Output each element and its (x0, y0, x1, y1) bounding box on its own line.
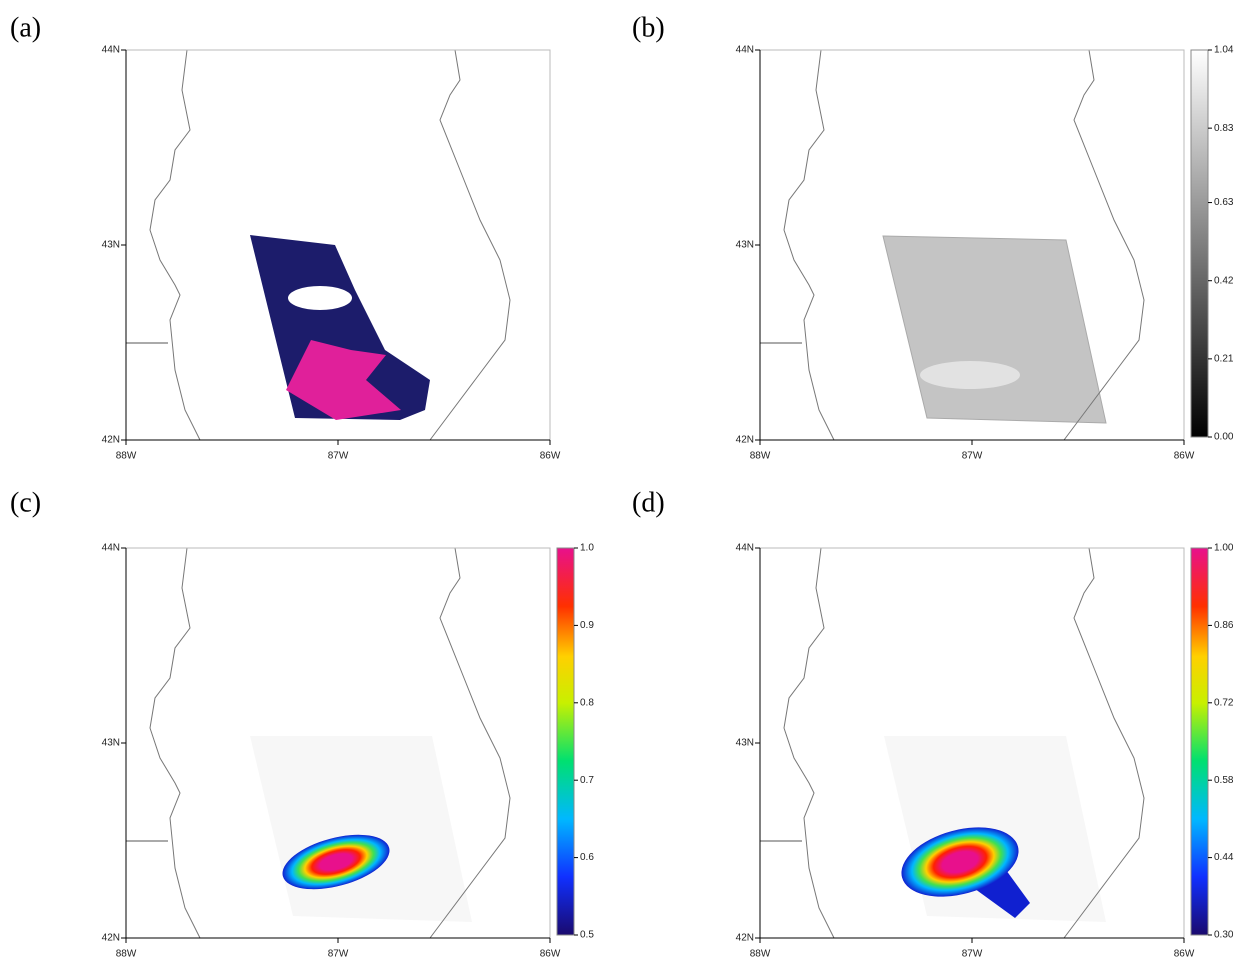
colorbar-tick-label: 0.58 (1214, 775, 1234, 786)
colorbar (1191, 548, 1208, 935)
map-panel: (a) 88W 87W 86W 42N 43N 44N (10, 12, 561, 461)
colorbar (1191, 50, 1208, 437)
coastline (784, 50, 834, 440)
x-tick-label: 87W (328, 949, 349, 960)
colorbar-tick-label: 0.86 (1214, 620, 1234, 631)
colorbar-tick-label: 0.5 (580, 930, 594, 941)
colorbar-tick-label: 0.21 (1214, 353, 1234, 364)
colorbar-tick-label: 1.00 (1214, 543, 1234, 554)
field (250, 736, 472, 922)
x-tick-label: 86W (540, 451, 561, 462)
x-tick-label: 87W (962, 949, 983, 960)
colorbar-tick-label: 0.6 (580, 852, 594, 863)
field-cloud (920, 361, 1020, 389)
colorbar-tick-label: 0.00 (1214, 432, 1234, 443)
x-tick-label: 88W (116, 451, 137, 462)
y-tick-label: 44N (736, 45, 754, 56)
x-tick-label: 86W (1174, 949, 1195, 960)
figure: (a) 88W 87W 86W 42N 43N 44N (b) 88W 87W 86W 42N 43N 4… (0, 0, 1243, 974)
colorbar-tick-label: 0.30 (1214, 930, 1234, 941)
y-tick-label: 43N (102, 738, 120, 749)
coastline (784, 548, 834, 938)
coastline (430, 50, 510, 440)
y-tick-label: 44N (102, 45, 120, 56)
colorbar-tick-label: 0.63 (1214, 197, 1234, 208)
x-tick-label: 86W (1174, 451, 1195, 462)
colorbar-tick-label: 1.0 (580, 543, 594, 554)
map-panel: (c) 88W 87W 86W 42N 43N 44N 0.5 0.6 0.7 0.8 0.9 1.0 (10, 487, 594, 959)
coastline (150, 548, 200, 938)
colorbar-tick-label: 1.04 (1214, 45, 1234, 56)
map-panel: (b) 88W 87W 86W 42N 43N 44N 0.00 0.21 0.42 0.63 0.8… (632, 12, 1234, 461)
panel-label: (a) (10, 12, 41, 43)
y-tick-label: 43N (102, 240, 120, 251)
colorbar (557, 548, 574, 935)
y-tick-label: 42N (102, 435, 120, 446)
y-tick-label: 42N (736, 435, 754, 446)
colorbar-tick-label: 0.8 (580, 697, 594, 708)
x-tick-label: 88W (116, 949, 137, 960)
colorbar-tick-label: 0.42 (1214, 275, 1234, 286)
coastline (150, 50, 200, 440)
colorbar-tick-label: 0.83 (1214, 123, 1234, 134)
y-tick-label: 44N (102, 543, 120, 554)
colorbar-tick-label: 0.7 (580, 775, 594, 786)
field (883, 236, 1106, 423)
y-tick-label: 42N (102, 933, 120, 944)
y-tick-label: 43N (736, 738, 754, 749)
x-tick-label: 87W (962, 451, 983, 462)
panel-label: (d) (632, 487, 665, 518)
colorbar-tick-label: 0.72 (1214, 697, 1234, 708)
x-tick-label: 88W (750, 949, 771, 960)
y-tick-label: 44N (736, 543, 754, 554)
x-tick-label: 88W (750, 451, 771, 462)
y-tick-label: 43N (736, 240, 754, 251)
colorbar-tick-label: 0.44 (1214, 852, 1234, 863)
colorbar-tick-label: 0.9 (580, 620, 594, 631)
x-tick-label: 86W (540, 949, 561, 960)
panel-label: (b) (632, 12, 665, 43)
field-gap (288, 286, 352, 310)
y-tick-label: 42N (736, 933, 754, 944)
panel-label: (c) (10, 487, 41, 518)
map-panel: (d) 88W 87W 86W 42N 43N 44N 0.30 0.44 0.58 0.72 0.8… (632, 487, 1234, 959)
x-tick-label: 87W (328, 451, 349, 462)
